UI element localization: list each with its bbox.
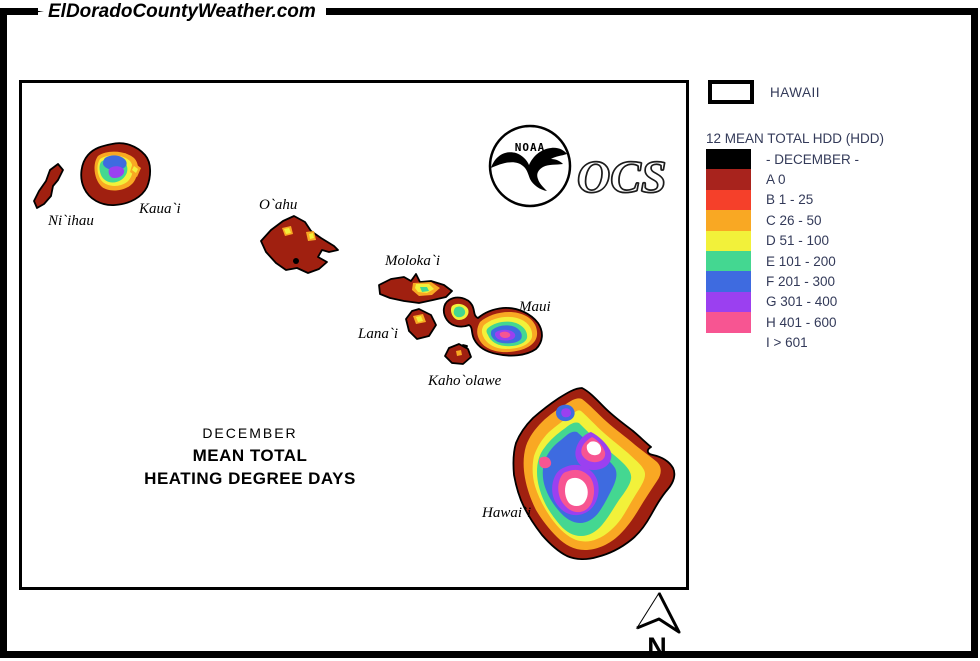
legend-swatch bbox=[706, 210, 751, 231]
legend-row: F 201 - 300 bbox=[706, 271, 956, 292]
island-label-lanai: Lana`i bbox=[358, 326, 399, 342]
legend-swatch bbox=[706, 250, 751, 272]
hawaii-extent-box bbox=[708, 80, 754, 104]
legend-label: H 401 - 600 bbox=[766, 314, 837, 330]
north-arrow: N bbox=[635, 591, 681, 661]
legend-row: D 51 - 100 bbox=[706, 230, 956, 251]
legend-swatch bbox=[706, 271, 751, 292]
island-label-niihau: Ni`ihau bbox=[48, 213, 94, 229]
island-label-molokai: Moloka`i bbox=[385, 253, 440, 269]
ocs-logo: OCS bbox=[576, 150, 667, 203]
legend-row: H 401 - 600 bbox=[706, 312, 956, 333]
legend-label: F 201 - 300 bbox=[766, 274, 836, 290]
legend-row: A 0 bbox=[706, 169, 956, 190]
island-kauai bbox=[80, 142, 152, 206]
legend-row: - DECEMBER - bbox=[706, 149, 956, 170]
legend-label: - DECEMBER - bbox=[766, 151, 860, 167]
island-label-kauai: Kaua`i bbox=[139, 201, 181, 217]
legend-label: E 101 - 200 bbox=[766, 253, 836, 269]
map-title-month: DECEMBER bbox=[202, 425, 298, 441]
island-label-oahu: O`ahu bbox=[259, 197, 298, 213]
legend-label: A 0 bbox=[766, 172, 786, 188]
legend-heading: 12 MEAN TOTAL HDD (HDD) bbox=[706, 131, 885, 146]
legend-row: G 301 - 400 bbox=[706, 291, 956, 313]
legend-label: C 26 - 50 bbox=[766, 212, 822, 228]
hawaii-map: NOAA bbox=[19, 80, 689, 590]
island-label-kahoolawe: Kaho`olawe bbox=[428, 373, 502, 389]
legend-row: E 101 - 200 bbox=[706, 250, 956, 272]
legend-row: I > 601 bbox=[706, 332, 956, 353]
page-border-frame bbox=[0, 8, 978, 658]
legend-row: C 26 - 50 bbox=[706, 210, 956, 231]
noaa-label: NOAA bbox=[515, 141, 546, 154]
noaa-logo: NOAA bbox=[488, 124, 572, 208]
site-banner[interactable]: ElDoradoCountyWeather.com bbox=[38, 0, 326, 25]
legend-label: G 301 - 400 bbox=[766, 294, 838, 310]
north-label: N bbox=[647, 632, 667, 661]
legend-swatch bbox=[706, 332, 751, 353]
map-title: DECEMBER MEAN TOTAL HEATING DEGREE DAYS bbox=[115, 423, 385, 490]
island-lanai bbox=[405, 308, 437, 340]
island-label-hawaii: Hawai`i bbox=[482, 505, 532, 521]
island-kahoolawe bbox=[444, 343, 472, 365]
legend-label: I > 601 bbox=[766, 335, 808, 351]
legend-rows: - DECEMBER - A 0 B 1 - 25 C 26 - 50 D 51… bbox=[706, 149, 956, 353]
islands-svg: NOAA bbox=[33, 124, 676, 561]
island-maui bbox=[442, 296, 543, 357]
legend-label: B 1 - 25 bbox=[766, 192, 814, 208]
island-molokai bbox=[378, 273, 453, 304]
legend-swatch bbox=[706, 291, 751, 313]
legend-label: D 51 - 100 bbox=[766, 233, 830, 249]
noaa-bird-icon bbox=[491, 147, 567, 191]
legend-row: B 1 - 25 bbox=[706, 189, 956, 211]
island-hawaii bbox=[512, 387, 676, 561]
header-line-tick bbox=[10, 8, 44, 15]
legend-swatch bbox=[706, 149, 751, 170]
legend-swatch bbox=[706, 169, 751, 190]
legend: HAWAII 12 MEAN TOTAL HDD (HDD) - DECEMBE… bbox=[706, 80, 956, 353]
map-title-line3: HEATING DEGREE DAYS bbox=[144, 469, 356, 488]
legend-swatch bbox=[706, 312, 751, 333]
island-label-maui: Maui bbox=[519, 299, 551, 315]
hawaii-label: HAWAII bbox=[770, 84, 820, 100]
island-niihau bbox=[33, 163, 64, 209]
legend-swatch bbox=[706, 189, 751, 211]
map-title-line2: MEAN TOTAL bbox=[192, 446, 308, 465]
legend-swatch bbox=[706, 230, 751, 251]
island-oahu bbox=[260, 215, 339, 274]
